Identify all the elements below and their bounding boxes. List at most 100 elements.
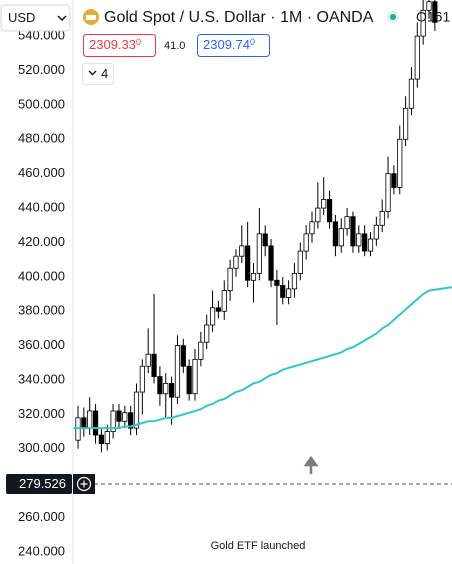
candle-body bbox=[215, 307, 221, 312]
currency: USD bbox=[8, 10, 35, 25]
candle-body bbox=[309, 221, 315, 235]
y-tick-label: 380.000 bbox=[18, 303, 65, 318]
candle-body bbox=[402, 107, 409, 140]
moving-average bbox=[73, 286, 452, 430]
candle-body bbox=[367, 238, 374, 252]
candle-body bbox=[221, 290, 227, 312]
candle-body bbox=[204, 324, 210, 343]
candle-body bbox=[116, 410, 122, 422]
candle-body bbox=[397, 138, 403, 188]
candle-body bbox=[274, 279, 280, 286]
annotation-arrow bbox=[303, 455, 319, 474]
candle-body bbox=[321, 199, 327, 209]
y-tick-label: 240.000 bbox=[18, 543, 65, 558]
candle-body bbox=[262, 233, 268, 247]
y-tick-label: 260.000 bbox=[18, 509, 65, 524]
y-tick-label: 520.000 bbox=[18, 62, 65, 77]
bid-sub: 0 bbox=[136, 37, 141, 47]
candle-body bbox=[145, 353, 151, 367]
candle-body bbox=[233, 255, 239, 269]
candle-body bbox=[256, 233, 262, 274]
candle-body bbox=[239, 245, 245, 257]
candle-body bbox=[344, 216, 350, 230]
candle-body bbox=[192, 358, 198, 395]
candle-body bbox=[280, 285, 286, 298]
candle-body bbox=[133, 391, 140, 429]
ohlc-open: O161 bbox=[416, 9, 450, 25]
sell-button[interactable] bbox=[83, 34, 156, 57]
y-tick-label: 360.000 bbox=[18, 337, 65, 352]
candle-body bbox=[227, 267, 233, 291]
ask-sub: 0 bbox=[250, 37, 255, 47]
candle-body bbox=[297, 250, 303, 274]
market-status-dot bbox=[390, 14, 396, 20]
candle-body bbox=[104, 431, 110, 445]
candle-body bbox=[168, 383, 175, 398]
candle-body bbox=[180, 345, 186, 367]
ask-main: 2309.74 bbox=[203, 37, 250, 52]
bid-main: 2309.33 bbox=[89, 37, 136, 52]
crosshair-label: 279.526 bbox=[19, 476, 66, 491]
ask-price: 2309.740 bbox=[203, 37, 255, 52]
candle-body bbox=[332, 221, 339, 247]
y-tick-label: 440.000 bbox=[18, 199, 65, 214]
candle-body bbox=[186, 365, 192, 395]
chevron bbox=[57, 15, 67, 22]
candle-body bbox=[432, 1, 438, 23]
candle-body bbox=[350, 216, 356, 247]
candle-body bbox=[268, 245, 274, 281]
candle-body bbox=[408, 78, 415, 109]
candle-body bbox=[414, 35, 420, 80]
indicators-count: 4 bbox=[101, 66, 108, 81]
candle-body bbox=[303, 233, 309, 252]
y-tick-label: 340.000 bbox=[18, 371, 65, 386]
y-tick-label: 400.000 bbox=[18, 268, 65, 283]
candle-body bbox=[338, 228, 344, 247]
y-tick-label: 460.000 bbox=[18, 165, 65, 180]
candle-body bbox=[92, 410, 99, 436]
y-tick-label: 320.000 bbox=[18, 406, 65, 421]
chevron bbox=[88, 70, 97, 76]
buy-button[interactable] bbox=[197, 34, 270, 57]
y-tick-label: 480.000 bbox=[18, 131, 65, 146]
crosshair-add[interactable] bbox=[76, 476, 92, 492]
candle-body bbox=[379, 211, 385, 226]
symbol-icon-bar bbox=[86, 15, 96, 20]
currency-select[interactable] bbox=[0, 4, 71, 32]
candle-body bbox=[315, 207, 321, 223]
price-axis-bg bbox=[0, 0, 73, 564]
candle-body bbox=[291, 273, 298, 290]
indicators-toggle[interactable] bbox=[82, 63, 114, 85]
candle-body bbox=[122, 412, 128, 422]
candle-body bbox=[385, 173, 391, 212]
candle-body bbox=[420, 9, 426, 37]
plus bbox=[80, 480, 88, 488]
candle-body bbox=[110, 410, 116, 432]
candle-body bbox=[198, 341, 204, 360]
crosshair-label-bg bbox=[6, 473, 72, 494]
y-tick-label: 420.000 bbox=[18, 234, 65, 249]
candle-body bbox=[362, 233, 368, 252]
candle-body bbox=[87, 410, 93, 429]
candle-body bbox=[245, 245, 251, 281]
candle-body bbox=[391, 173, 397, 188]
bid-price: 2309.330 bbox=[89, 37, 141, 52]
candle-body bbox=[128, 412, 134, 429]
candle-body bbox=[174, 345, 181, 398]
candle-body bbox=[157, 376, 163, 395]
candle-body bbox=[373, 224, 379, 240]
candle-body bbox=[98, 434, 104, 445]
symbol-title[interactable]: Gold Spot / U.S. Dollar · 1M · OANDA bbox=[104, 9, 374, 26]
candle-body bbox=[151, 353, 157, 377]
candle-body bbox=[139, 365, 145, 393]
candle-body bbox=[163, 383, 169, 395]
annotation: Gold ETF launched bbox=[211, 540, 306, 552]
candle-body bbox=[81, 417, 87, 429]
candle-body bbox=[250, 273, 257, 281]
candle-body bbox=[356, 233, 362, 247]
candle-body bbox=[285, 288, 292, 298]
candle-body bbox=[426, 1, 432, 11]
candle-body bbox=[209, 307, 216, 326]
